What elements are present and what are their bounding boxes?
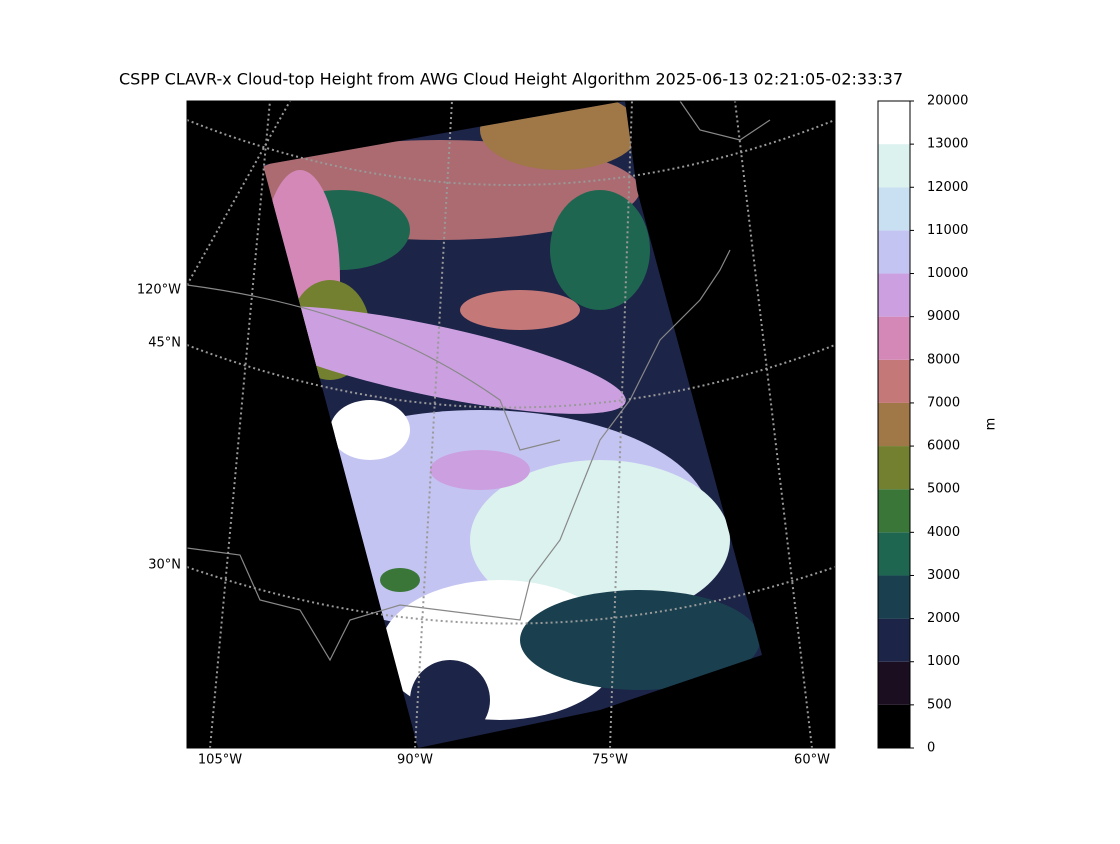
colorbar-tick-label: 13000 xyxy=(927,137,968,152)
colorbar-tick-label: 3000 xyxy=(927,568,960,583)
colorbar-tick-label: 7000 xyxy=(927,395,960,410)
left-label: 120°W xyxy=(137,283,181,298)
colorbar-segment xyxy=(878,144,910,188)
bottom-label: 60°W xyxy=(794,753,830,768)
title: CSPP CLAVR-x Cloud-top Height from AWG C… xyxy=(119,70,903,89)
map xyxy=(187,101,835,748)
colorbar-segment xyxy=(878,359,910,403)
colorbar-tick-label: 2000 xyxy=(927,611,960,626)
colorbar: 0 500 1000 2000 3000 4000 5000 6000 7000 8000 9000… xyxy=(877,94,968,756)
colorbar-segment xyxy=(878,230,910,274)
colorbar-tick-label: 10000 xyxy=(927,266,968,281)
left-label: 45°N xyxy=(148,336,181,351)
colorbar-segment xyxy=(878,618,910,662)
colorbar-tick-label: 9000 xyxy=(927,309,960,324)
colorbar-tick-label: 11000 xyxy=(927,223,968,238)
colorbar-tick-label: 4000 xyxy=(927,525,960,540)
colorbar-tick-label: 500 xyxy=(927,697,952,712)
colorbar-segment xyxy=(878,101,910,145)
colorbar-segment xyxy=(878,575,910,619)
colorbar-segment xyxy=(878,402,910,447)
colorbar-segment xyxy=(878,273,910,317)
colorbar-segment xyxy=(878,446,910,490)
colorbar-segment xyxy=(878,489,910,533)
colorbar-tick-label: 8000 xyxy=(927,352,960,367)
colorbar-segment xyxy=(878,187,910,231)
bottom-label: 105°W xyxy=(198,753,242,768)
colorbar-segment xyxy=(878,704,910,748)
colorbar-segment xyxy=(878,316,910,360)
colorbar-segment xyxy=(878,661,910,705)
colorbar-frame xyxy=(877,100,911,749)
bottom-label: 75°W xyxy=(592,753,628,768)
colorbar-tick-label: 20000 xyxy=(927,94,968,109)
colorbar-tick-label: 5000 xyxy=(927,482,960,497)
map-frame xyxy=(186,100,836,749)
bottom-label: 90°W xyxy=(397,753,433,768)
colorbar-tick-label: 12000 xyxy=(927,180,968,195)
left-label: 30°N xyxy=(148,558,181,573)
colorbar-label: m xyxy=(984,418,999,431)
colorbar-tick-label: 0 xyxy=(927,741,935,756)
colorbar-segment xyxy=(878,532,910,576)
colorbar-tick-label: 6000 xyxy=(927,439,960,454)
colorbar-tick-label: 1000 xyxy=(927,654,960,669)
